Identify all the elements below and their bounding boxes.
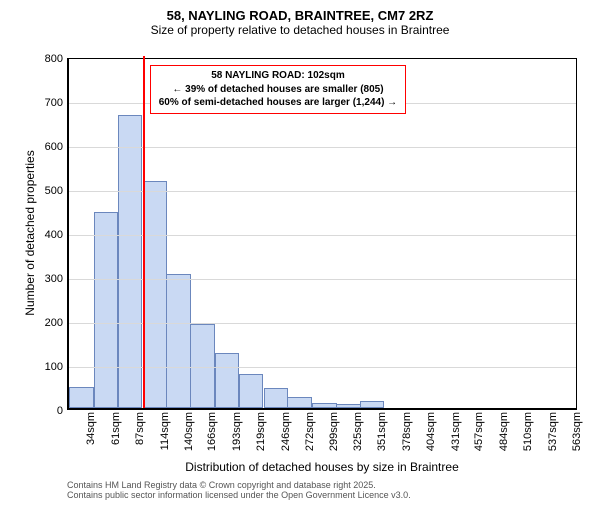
attribution-line1: Contains HM Land Registry data © Crown c…	[67, 480, 411, 490]
x-tick-label: 166sqm	[206, 412, 218, 451]
y-tick-label: 400	[45, 229, 69, 241]
callout-line1: 58 NAYLING ROAD: 102sqm	[159, 69, 397, 83]
x-tick-label: 431sqm	[450, 412, 462, 451]
bar	[264, 388, 289, 408]
y-tick-label: 300	[45, 273, 69, 285]
x-tick-label: 34sqm	[85, 412, 97, 445]
gridline	[69, 191, 576, 192]
bar	[69, 387, 94, 408]
gridline	[69, 235, 576, 236]
attribution: Contains HM Land Registry data © Crown c…	[67, 480, 411, 500]
marker-line	[143, 56, 145, 408]
bar	[312, 403, 337, 408]
y-tick-label: 200	[45, 317, 69, 329]
bar	[143, 181, 168, 408]
attribution-line2: Contains public sector information licen…	[67, 490, 411, 500]
y-tick-label: 100	[45, 361, 69, 373]
y-tick-label: 700	[45, 97, 69, 109]
x-tick-label: 510sqm	[522, 412, 534, 451]
gridline	[69, 147, 576, 148]
bar	[336, 404, 361, 408]
x-tick-label: 219sqm	[255, 412, 267, 451]
x-tick-label: 61sqm	[110, 412, 122, 445]
x-tick-label: 378sqm	[401, 412, 413, 451]
gridline	[69, 367, 576, 368]
x-tick-label: 351sqm	[376, 412, 388, 451]
gridline	[69, 279, 576, 280]
chart-title: 58, NAYLING ROAD, BRAINTREE, CM7 2RZ	[0, 8, 600, 23]
x-tick-label: 537sqm	[547, 412, 559, 451]
x-tick-label: 140sqm	[183, 412, 195, 451]
bar	[360, 401, 385, 408]
chart-subtitle: Size of property relative to detached ho…	[0, 23, 600, 37]
y-tick-label: 600	[45, 141, 69, 153]
y-tick-label: 800	[45, 53, 69, 65]
x-tick-label: 272sqm	[304, 412, 316, 451]
x-tick-label: 193sqm	[231, 412, 243, 451]
bar	[190, 324, 215, 408]
callout-line2: ← 39% of detached houses are smaller (80…	[159, 83, 397, 97]
bar	[166, 274, 191, 408]
x-axis-label: Distribution of detached houses by size …	[67, 460, 577, 474]
gridline	[69, 323, 576, 324]
x-tick-label: 87sqm	[134, 412, 146, 445]
bar	[94, 212, 119, 408]
bar	[118, 115, 143, 408]
callout-line3: 60% of semi-detached houses are larger (…	[159, 96, 397, 110]
x-tick-label: 484sqm	[498, 412, 510, 451]
x-tick-label: 246sqm	[280, 412, 292, 451]
x-tick-label: 114sqm	[159, 412, 171, 450]
x-tick-label: 325sqm	[352, 412, 364, 451]
bar	[239, 374, 264, 408]
x-tick-label: 299sqm	[328, 412, 340, 451]
callout-box: 58 NAYLING ROAD: 102sqm ← 39% of detache…	[150, 65, 406, 114]
x-tick-label: 404sqm	[425, 412, 437, 451]
bar	[287, 397, 312, 408]
y-tick-label: 0	[57, 405, 69, 417]
plot-area: 0100200300400500600700800 34sqm61sqm87sq…	[67, 58, 577, 410]
x-tick-label: 457sqm	[473, 412, 485, 451]
bar	[215, 353, 240, 408]
y-axis-label: Number of detached properties	[23, 133, 37, 333]
y-tick-label: 500	[45, 185, 69, 197]
x-tick-label: 563sqm	[571, 412, 583, 451]
